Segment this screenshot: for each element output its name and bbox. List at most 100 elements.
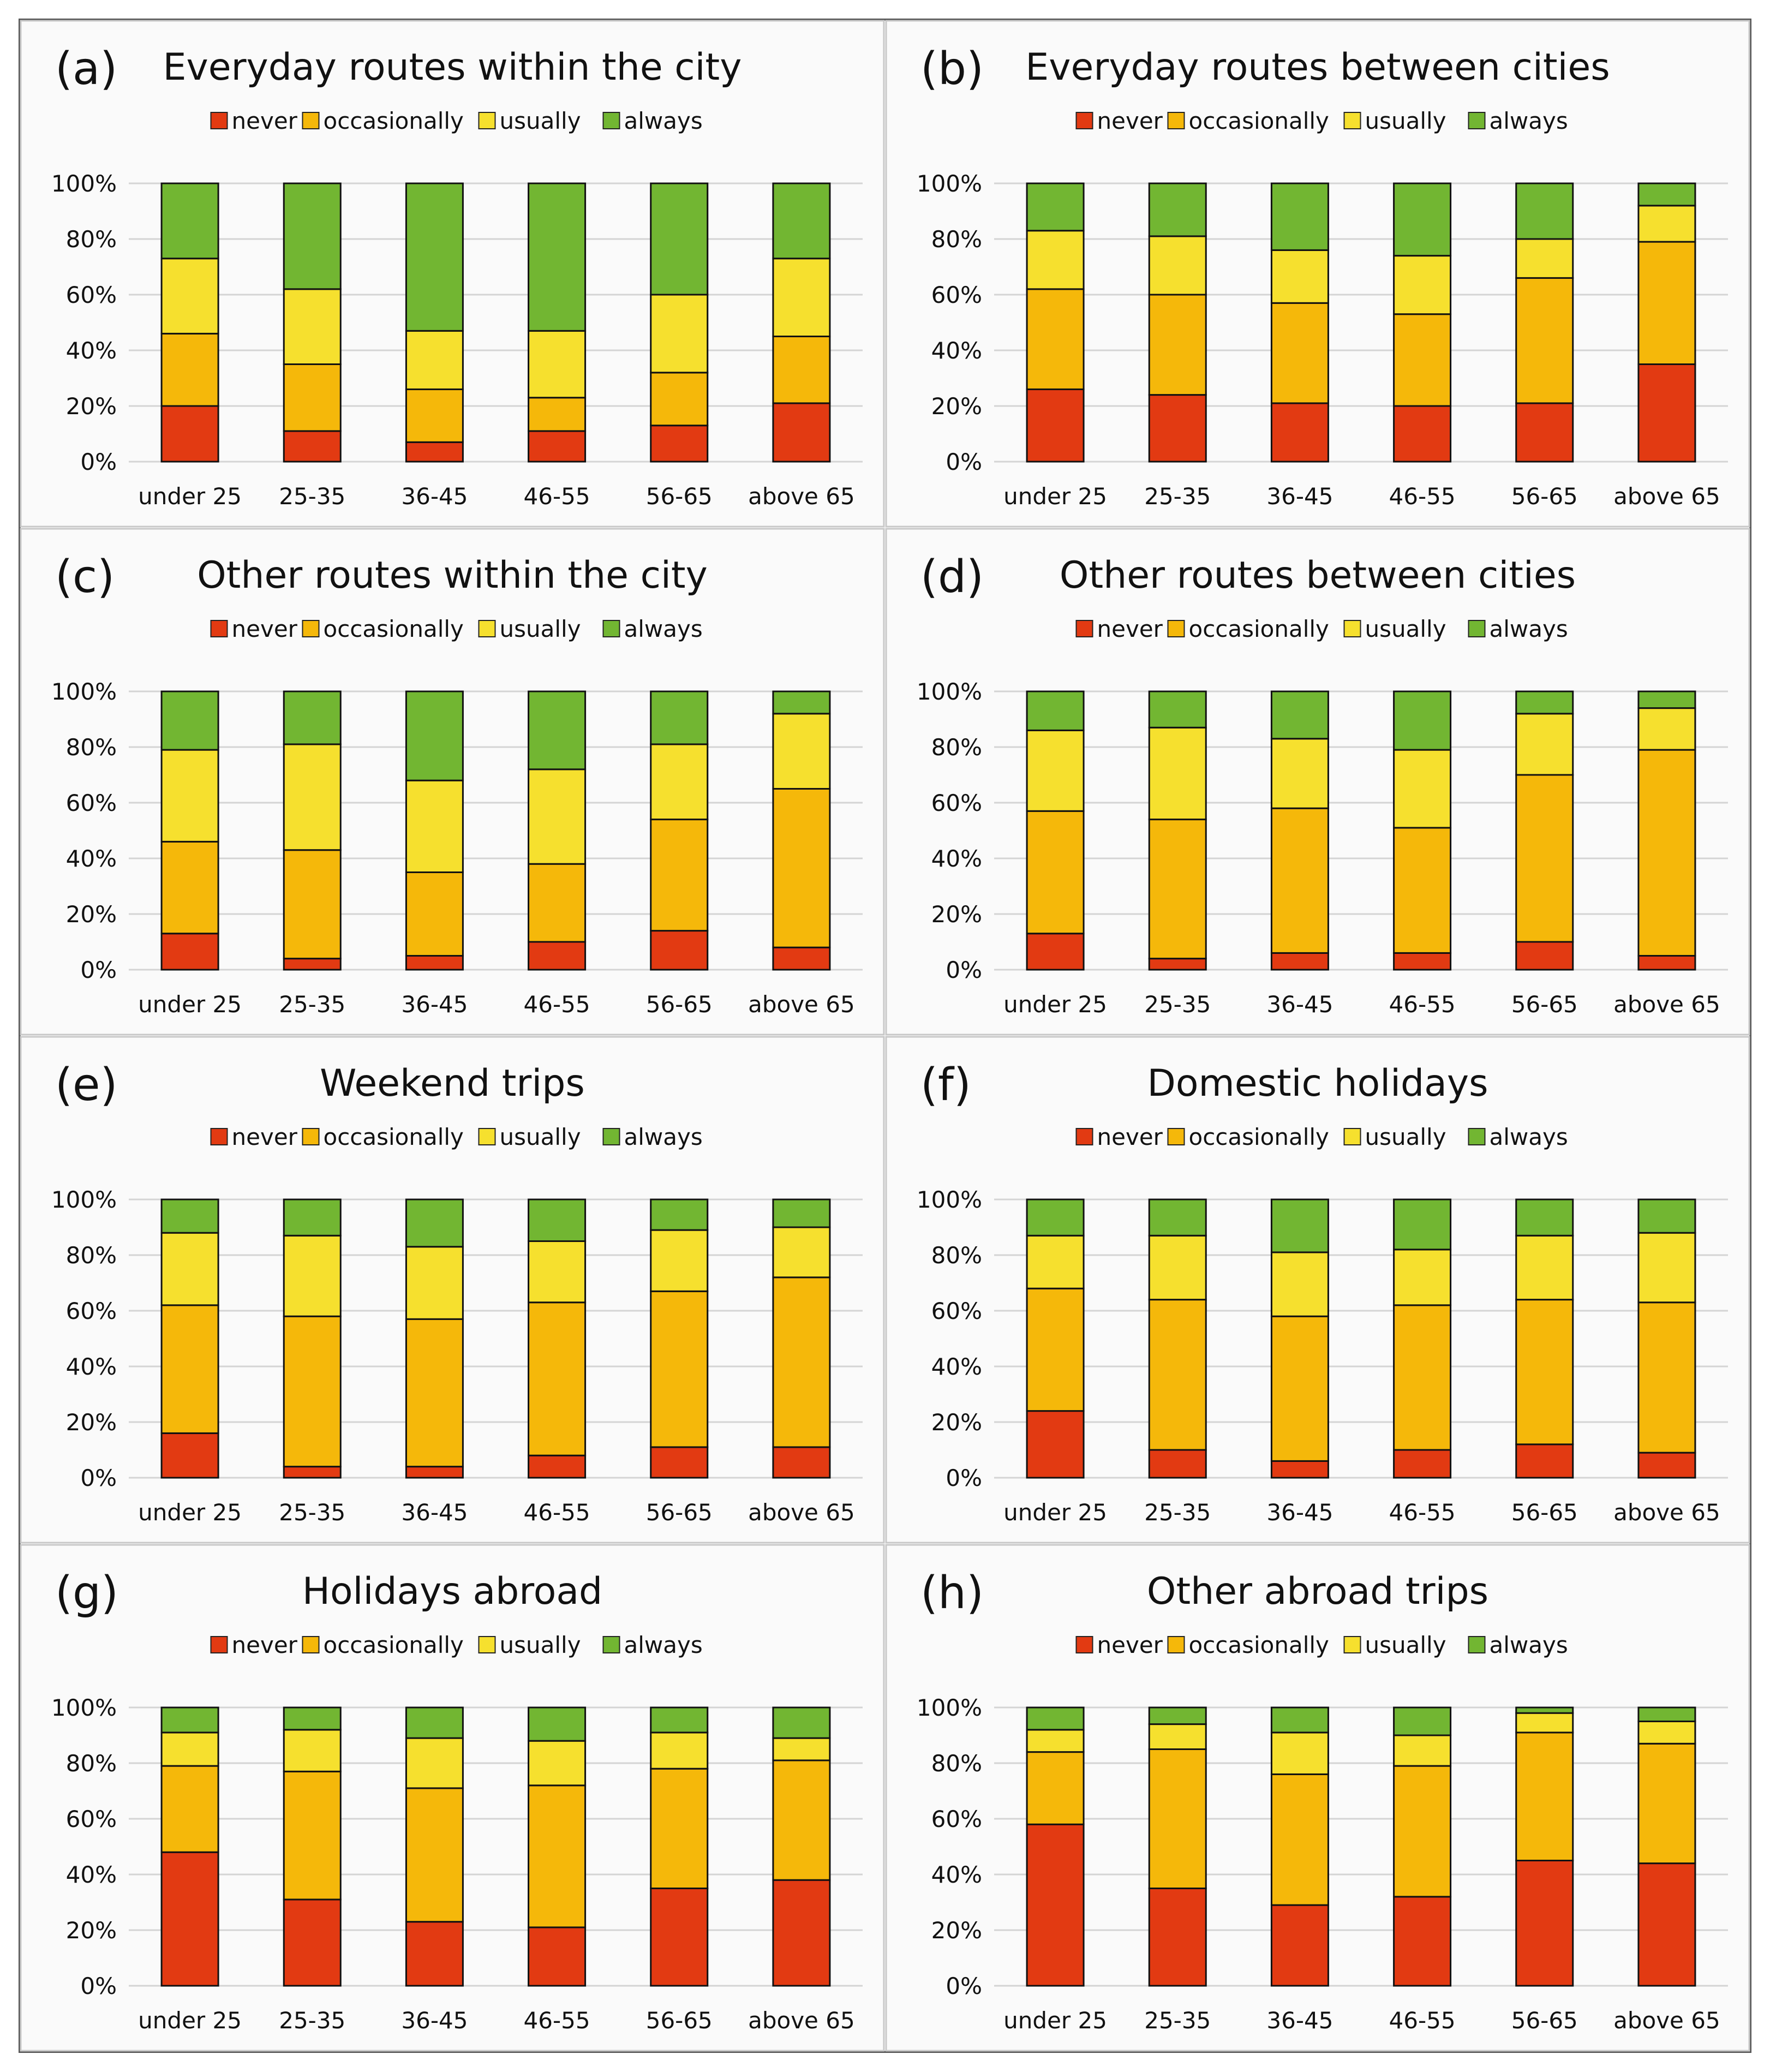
x-category-label: 46-55 [1389,483,1456,510]
y-tick-label: 80% [66,1242,117,1269]
bar-segment-occasionally [1270,1773,1329,1906]
bar-segment-never [1270,1904,1329,1987]
bar-segment-always [1270,1706,1329,1734]
x-category-label: 36-45 [401,2007,468,2034]
legend-swatch-usually [478,620,496,637]
y-tick-label: 80% [931,734,982,761]
x-category-label: 25-35 [1144,991,1211,1018]
bar-segment-usually [1393,1734,1452,1767]
bar-segment-usually [772,713,831,790]
bar-segment-always [1393,1706,1452,1736]
x-category-label: above 65 [748,483,855,510]
bar-segment-always [283,1198,342,1237]
x-category-label: 46-55 [524,2007,590,2034]
bar-segment-occasionally [1148,1299,1207,1451]
bar-segment-usually [1637,1232,1696,1304]
legend-label-always: always [624,616,703,642]
y-tick-label: 100% [51,170,117,197]
bar-segment-always [283,182,342,290]
x-category-label: under 25 [138,2007,242,2034]
bar-segment-always [1026,182,1085,232]
bar-segment-never [528,941,587,971]
legend-label-usually: usually [500,1632,581,1658]
legend-swatch-usually [1343,1636,1361,1653]
bar-segment-usually [772,1226,831,1279]
x-category-label: 56-65 [1511,2007,1578,2034]
legend-swatch-always [1468,1636,1486,1653]
x-category-label: under 25 [1003,483,1107,510]
legend-swatch-never [1075,112,1093,129]
panel-label: (d) [920,551,984,603]
x-category-label: under 25 [138,1499,242,1526]
legend-label-never: never [232,616,298,642]
legend-label-always: always [1490,108,1568,134]
bar-segment-never [283,1466,342,1479]
chart-title: Weekend trips [320,1062,585,1105]
x-category-label: 36-45 [1266,991,1333,1018]
bar-segment-never [1393,1896,1452,1987]
bar-segment-usually [650,743,709,821]
bar-segment-always [1270,182,1329,251]
bar-segment-always [405,690,464,781]
legend-swatch-usually [478,1636,496,1653]
y-tick-label: 20% [931,1409,982,1436]
bar-segment-always [283,690,342,745]
y-tick-label: 60% [66,1298,117,1324]
bar-segment-occasionally [1026,288,1085,390]
x-category-label: 25-35 [279,1499,345,1526]
y-tick-label: 20% [931,901,982,928]
x-category-label: 25-35 [279,2007,345,2034]
y-tick-label: 0% [946,1465,982,1491]
bar-segment-usually [528,330,587,399]
bar-segment-always [528,182,587,332]
bar-segment-never [1148,394,1207,463]
x-category-label: 25-35 [279,991,345,1018]
chart-title: Other routes between cities [1060,554,1576,597]
x-category-label: 56-65 [1511,991,1578,1018]
bar-segment-never [650,1888,709,1987]
bar-segment-usually [1148,235,1207,296]
bar-segment-never [1270,952,1329,971]
bar-segment-never [650,425,709,463]
x-category-label: 56-65 [646,2007,713,2034]
y-tick-label: 20% [66,1409,117,1436]
bar-segment-usually [1637,707,1696,751]
x-category-label: 56-65 [1511,1499,1578,1526]
bar-segment-always [1637,1198,1696,1234]
legend-label-usually: usually [1365,1124,1446,1150]
y-tick-label: 40% [931,1861,982,1888]
bar-segment-occasionally [1515,774,1574,943]
bar-segment-never [1637,1862,1696,1987]
bar-segment-usually [283,288,342,365]
x-category-label: 25-35 [1144,483,1211,510]
x-category-label: 36-45 [1266,2007,1333,2034]
bar-segment-always [1270,1198,1329,1253]
bar-segment-occasionally [405,871,464,957]
bar-segment-occasionally [650,372,709,427]
x-category-label: 46-55 [524,991,590,1018]
y-tick-label: 0% [80,957,117,983]
y-tick-label: 20% [66,1917,117,1944]
y-tick-label: 100% [917,1694,982,1721]
legend-label-never: never [1097,108,1163,134]
bar-segment-occasionally [160,1765,219,1853]
x-category-label: above 65 [1613,2007,1720,2034]
bar-segment-occasionally [283,363,342,432]
bar-segment-usually [1393,255,1452,315]
legend-label-always: always [624,1632,703,1658]
bar-segment-usually [160,1232,219,1306]
bar-segment-occasionally [772,336,831,404]
bar-segment-never [1637,1452,1696,1479]
x-category-label: 36-45 [1266,483,1333,510]
chart-panel-5: (f) Domestic holidays never occasionally usu… [885,1036,1750,1544]
bar-segment-always [772,1198,831,1228]
bar-segment-usually [1270,738,1329,809]
bar-segment-always [650,690,709,745]
y-tick-label: 100% [917,678,982,705]
bar-segment-never [1515,1443,1574,1479]
bar-segment-occasionally [283,849,342,960]
bar-segment-occasionally [650,1768,709,1889]
y-tick-label: 100% [51,678,117,705]
